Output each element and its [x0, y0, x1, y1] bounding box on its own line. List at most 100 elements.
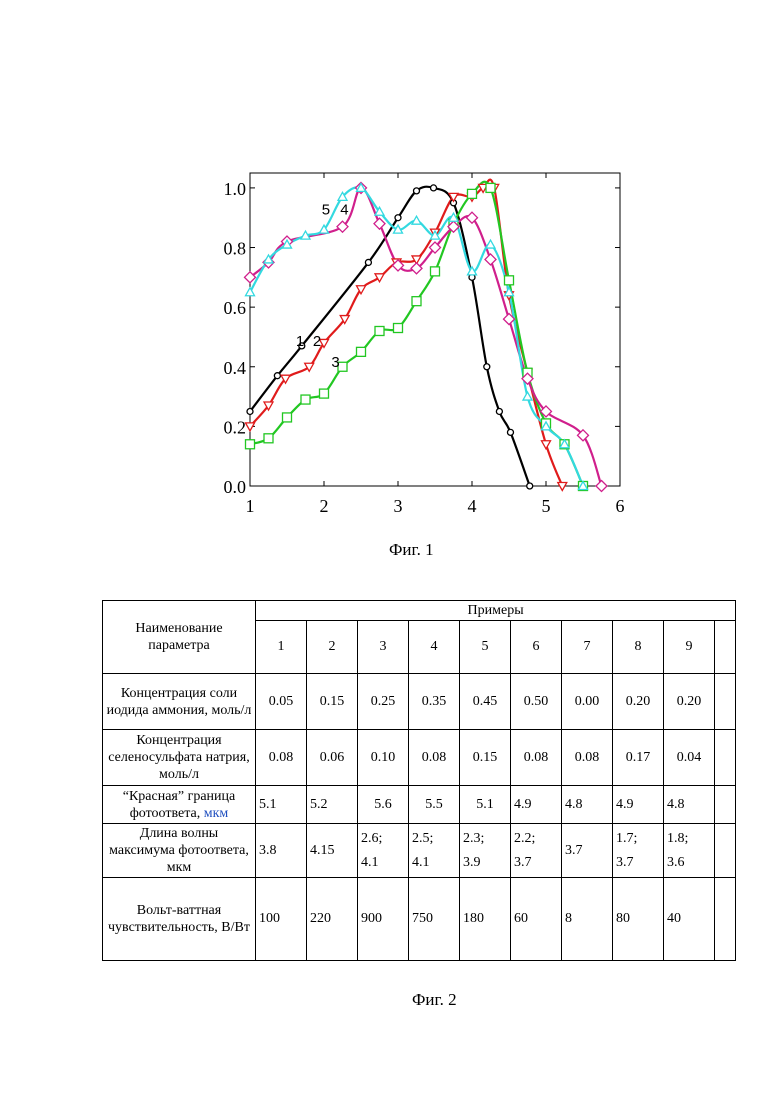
row-label: “Красная” граница фотоответа, мкм — [103, 786, 256, 824]
data-point — [274, 373, 280, 379]
data-point — [486, 240, 495, 248]
curve-label: 1 — [296, 333, 304, 350]
value-line: 4.1 — [361, 851, 405, 875]
parameters-table: Наименование параметра Примеры 1 2 3 4 5… — [102, 600, 736, 961]
table-cell: 0.10 — [358, 730, 409, 786]
table-cell: 0.08 — [409, 730, 460, 786]
table-cell: 0.04 — [664, 730, 715, 786]
row-label: Длина волны максимума фотоответа, мкм — [103, 824, 256, 878]
data-point — [505, 276, 514, 285]
table-cell: 0.20 — [664, 674, 715, 730]
empty-cell — [715, 674, 736, 730]
table-cell: 100 — [256, 878, 307, 961]
row-label: Концентрация селеносульфата натрия, моль… — [103, 730, 256, 786]
data-point — [283, 413, 292, 422]
table-cell: 0.06 — [307, 730, 358, 786]
y-tick-label: 0.0 — [224, 477, 247, 497]
row-label-unit: мкм — [204, 806, 229, 821]
table-cell: 0.20 — [613, 674, 664, 730]
data-point — [246, 288, 255, 296]
example-number: 2 — [307, 621, 358, 674]
table-header-row: Наименование параметра Примеры — [103, 601, 736, 621]
curve-label: 5 — [322, 202, 330, 219]
table-cell: 180 — [460, 878, 511, 961]
example-number: 3 — [358, 621, 409, 674]
table-cell: 80 — [613, 878, 664, 961]
curve-label: 2 — [313, 333, 321, 350]
curve-label: 3 — [331, 354, 339, 371]
data-point — [431, 185, 437, 191]
value-line: 3.7 — [514, 851, 558, 875]
value-line: 4.1 — [412, 851, 456, 875]
table-cell: 5.5 — [409, 786, 460, 824]
table-cell: 0.15 — [307, 674, 358, 730]
example-number: 1 — [256, 621, 307, 674]
table-cell: 0.45 — [460, 674, 511, 730]
table-cell: 60 — [511, 878, 562, 961]
data-point — [485, 254, 496, 265]
table-cell: 0.05 — [256, 674, 307, 730]
x-tick-label: 2 — [320, 496, 329, 516]
table-row: Концентрация селеносульфата натрия, моль… — [103, 730, 736, 786]
data-point — [246, 440, 255, 449]
table-cell: 220 — [307, 878, 358, 961]
value-line: 3.9 — [463, 851, 507, 875]
series-line — [250, 187, 530, 486]
empty-cell — [715, 786, 736, 824]
data-point — [484, 364, 490, 370]
curve-label: 4 — [340, 202, 348, 219]
y-tick-label: 0.6 — [224, 298, 247, 318]
photoresponse-chart: 1234560.00.20.40.60.81.012354 — [220, 168, 640, 528]
param-header-cell: Наименование параметра — [103, 601, 256, 674]
table-cell: 4.9 — [613, 786, 664, 824]
data-point — [375, 274, 384, 282]
table-cell: 8 — [562, 878, 613, 961]
value-line: 2.2; — [514, 827, 558, 851]
empty-cell — [715, 878, 736, 961]
table-cell: 0.15 — [460, 730, 511, 786]
data-point — [365, 259, 371, 265]
table-cell: 5.6 — [358, 786, 409, 824]
data-point — [320, 389, 329, 398]
x-tick-label: 1 — [246, 496, 255, 516]
table-cell: 0.08 — [511, 730, 562, 786]
example-number: 8 — [613, 621, 664, 674]
figure-2-caption: Фиг. 2 — [412, 990, 457, 1010]
table-cell: 4.15 — [307, 824, 358, 878]
table-cell: 0.17 — [613, 730, 664, 786]
table-cell: 5.1 — [256, 786, 307, 824]
table-row: Концентрация соли иодида аммония, моль/л… — [103, 674, 736, 730]
table-cell: 2.3;3.9 — [460, 824, 511, 878]
data-point — [596, 481, 607, 492]
y-tick-label: 1.0 — [224, 179, 247, 199]
table-cell: 2.6;4.1 — [358, 824, 409, 878]
table-cell: 40 — [664, 878, 715, 961]
x-tick-label: 5 — [542, 496, 551, 516]
table-cell: 750 — [409, 878, 460, 961]
table-row: Вольт-ваттная чувствительность, В/Вт 100… — [103, 878, 736, 961]
empty-cell — [715, 824, 736, 878]
data-point — [523, 392, 532, 400]
table-cell: 2.5;4.1 — [409, 824, 460, 878]
data-point — [375, 326, 384, 335]
chart-svg: 1234560.00.20.40.60.81.012354 — [220, 168, 640, 528]
table-cell: 3.8 — [256, 824, 307, 878]
examples-header-cell: Примеры — [256, 601, 736, 621]
data-point — [414, 188, 420, 194]
value-line: 2.5; — [412, 827, 456, 851]
data-point — [468, 189, 477, 198]
data-point — [394, 324, 403, 333]
example-number: 9 — [664, 621, 715, 674]
value-line: 1.8; — [667, 827, 711, 851]
data-point — [542, 441, 551, 449]
table-cell: 4.9 — [511, 786, 562, 824]
data-point — [247, 408, 253, 414]
table-cell: 0.50 — [511, 674, 562, 730]
table-cell: 0.25 — [358, 674, 409, 730]
value-line: 2.6; — [361, 827, 405, 851]
table-cell: 5.1 — [460, 786, 511, 824]
x-tick-label: 3 — [394, 496, 403, 516]
table-cell: 4.8 — [664, 786, 715, 824]
empty-cell — [715, 621, 736, 674]
figure-1-caption: Фиг. 1 — [389, 540, 434, 560]
